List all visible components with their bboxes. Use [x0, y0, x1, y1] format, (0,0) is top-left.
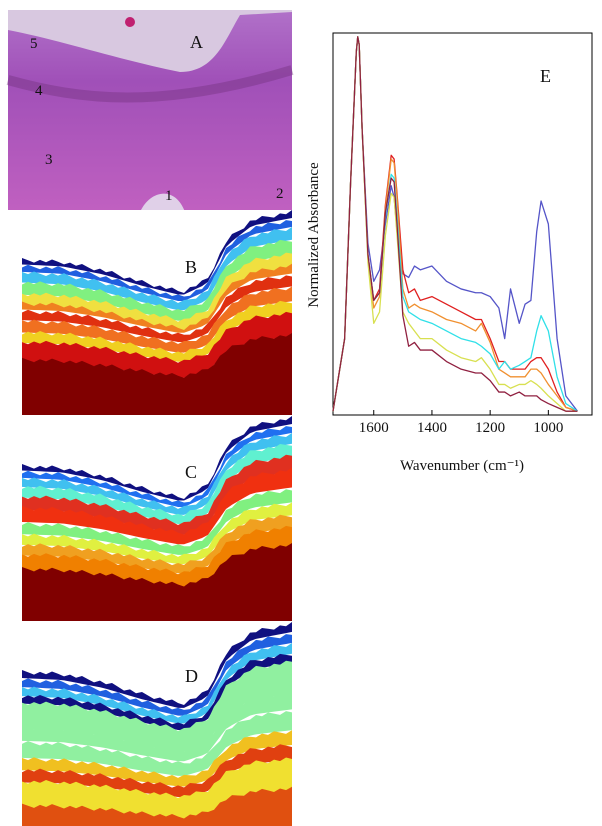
map-cluster — [22, 286, 292, 353]
spectrum-chart: E Wavenumber (cm⁻¹) Normalized Absorbanc… — [306, 32, 593, 474]
map-cluster — [22, 730, 292, 787]
x-axis-label: Wavenumber (cm⁻¹) — [400, 458, 524, 474]
map-cluster — [22, 432, 292, 515]
map-cluster — [22, 220, 292, 301]
map-cluster — [22, 514, 292, 574]
map-cluster — [22, 786, 292, 826]
map-cluster — [22, 642, 292, 724]
plot-frame — [332, 32, 593, 416]
map-cluster — [22, 502, 292, 565]
map-cluster — [22, 757, 292, 819]
spectrum-line — [332, 36, 578, 412]
panel-label: C — [185, 462, 197, 482]
panel-label: A — [190, 32, 203, 52]
map-cluster — [22, 653, 292, 731]
panel-label: B — [185, 257, 197, 277]
map-cluster — [22, 711, 292, 776]
panel-label: D — [185, 666, 198, 686]
histology-spot — [125, 17, 135, 27]
layer-number: 3 — [45, 152, 53, 168]
histology-tissue — [8, 12, 292, 210]
panel-a: A 5 4 3 1 2 — [6, 10, 294, 212]
cluster-maps — [22, 210, 292, 826]
map-cluster — [22, 525, 292, 587]
x-tick-label: 1600 — [359, 420, 389, 436]
map-cluster — [22, 426, 292, 507]
spectrum-line — [332, 36, 578, 412]
map-cluster — [22, 239, 292, 321]
layer-number: 2 — [276, 186, 284, 202]
map-cluster — [22, 689, 292, 762]
panel-label: E — [540, 66, 551, 86]
layer-number: 4 — [35, 83, 43, 99]
map-cluster — [22, 300, 292, 362]
y-axis-label: Normalized Absorbance — [306, 162, 322, 308]
x-tick-label: 1400 — [417, 420, 447, 436]
map-cluster — [22, 622, 292, 708]
histology-papilla — [140, 193, 185, 212]
x-tick-label: 1200 — [475, 420, 505, 436]
map-cluster — [22, 333, 292, 415]
map-cluster — [22, 226, 292, 311]
histology-layer — [6, 65, 294, 103]
layer-number: 1 — [165, 188, 173, 204]
map-cluster — [22, 543, 292, 621]
map-cluster — [22, 311, 292, 378]
map-cluster — [22, 210, 292, 295]
map-cluster — [22, 416, 292, 501]
map-cluster — [22, 744, 292, 798]
map-cluster — [22, 443, 292, 525]
map-cluster — [22, 660, 292, 752]
x-tick-label: 1000 — [533, 420, 563, 436]
map-cluster — [22, 467, 292, 545]
map-cluster — [22, 489, 292, 555]
map-cluster — [22, 634, 292, 716]
map-cluster — [22, 263, 292, 333]
map-cluster — [22, 275, 292, 343]
layer-number: 5 — [30, 36, 38, 52]
